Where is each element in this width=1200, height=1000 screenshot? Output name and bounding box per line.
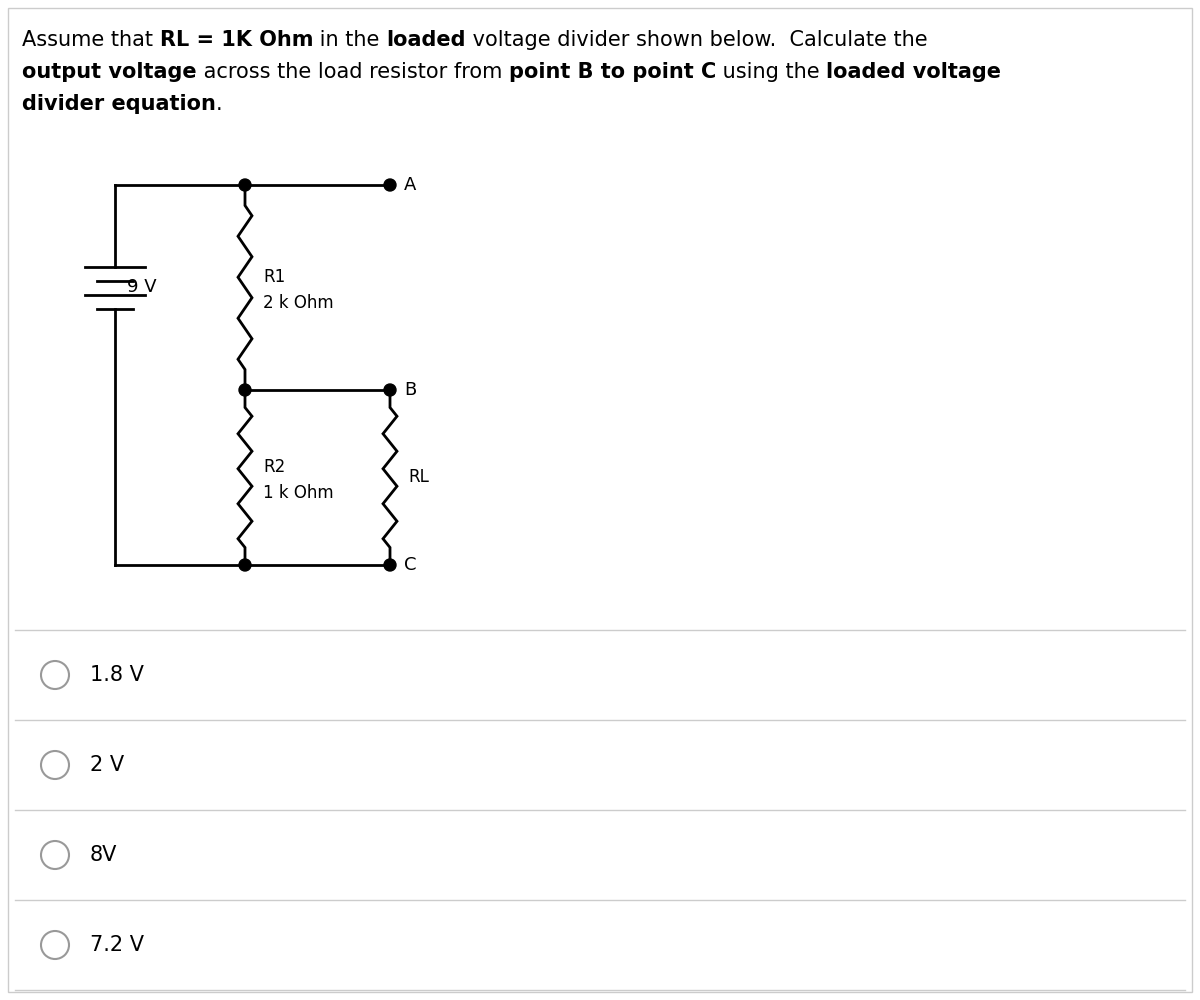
Text: divider equation: divider equation xyxy=(22,94,216,114)
Text: 1 k Ohm: 1 k Ohm xyxy=(263,484,334,502)
Text: across the load resistor from: across the load resistor from xyxy=(197,62,509,82)
Circle shape xyxy=(384,559,396,571)
Text: point B to point C: point B to point C xyxy=(509,62,716,82)
Text: 2 V: 2 V xyxy=(90,755,124,775)
Text: B: B xyxy=(404,381,416,399)
Text: R1: R1 xyxy=(263,268,286,286)
Text: C: C xyxy=(404,556,416,574)
Text: R2: R2 xyxy=(263,458,286,477)
Circle shape xyxy=(239,559,251,571)
Text: A: A xyxy=(404,176,416,194)
Text: loaded: loaded xyxy=(386,30,466,50)
Text: RL = 1K Ohm: RL = 1K Ohm xyxy=(160,30,313,50)
Text: 7.2 V: 7.2 V xyxy=(90,935,144,955)
Text: 9 V: 9 V xyxy=(127,278,157,296)
Text: .: . xyxy=(216,94,222,114)
Circle shape xyxy=(239,179,251,191)
Text: loaded voltage: loaded voltage xyxy=(826,62,1001,82)
Circle shape xyxy=(384,179,396,191)
Text: voltage divider shown below.  Calculate the: voltage divider shown below. Calculate t… xyxy=(466,30,928,50)
Text: Assume that: Assume that xyxy=(22,30,160,50)
Text: 8V: 8V xyxy=(90,845,118,865)
Circle shape xyxy=(384,384,396,396)
Text: RL: RL xyxy=(408,468,428,487)
Circle shape xyxy=(239,384,251,396)
Text: 2 k Ohm: 2 k Ohm xyxy=(263,294,334,312)
Text: 1.8 V: 1.8 V xyxy=(90,665,144,685)
Text: in the: in the xyxy=(313,30,386,50)
Text: output voltage: output voltage xyxy=(22,62,197,82)
Text: using the: using the xyxy=(716,62,826,82)
